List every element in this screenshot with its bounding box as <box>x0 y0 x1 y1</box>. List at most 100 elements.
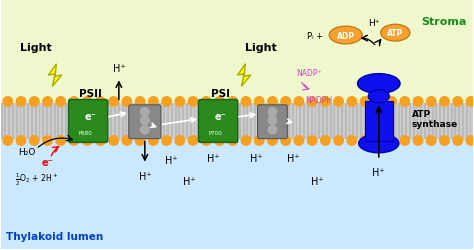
Circle shape <box>69 97 79 107</box>
Bar <box>182 104 184 139</box>
Text: Thylakoid lumen: Thylakoid lumen <box>6 231 104 241</box>
Bar <box>303 104 305 139</box>
Bar <box>133 104 135 139</box>
Bar <box>462 104 464 139</box>
Bar <box>296 104 298 139</box>
Text: Stroma: Stroma <box>421 17 466 27</box>
Circle shape <box>320 136 330 146</box>
Text: P700: P700 <box>209 130 223 135</box>
Text: H⁺: H⁺ <box>368 19 380 28</box>
Bar <box>141 104 143 139</box>
Bar <box>394 104 396 139</box>
Bar <box>107 104 109 139</box>
Bar <box>405 104 407 139</box>
Text: H⁺: H⁺ <box>311 176 324 186</box>
Bar <box>163 104 165 139</box>
Bar <box>333 104 335 139</box>
Circle shape <box>413 97 423 107</box>
Circle shape <box>268 126 277 134</box>
Circle shape <box>347 136 356 146</box>
Circle shape <box>281 97 291 107</box>
Circle shape <box>141 126 149 134</box>
Ellipse shape <box>329 27 362 45</box>
Text: Pᵢ +: Pᵢ + <box>307 32 323 40</box>
Bar <box>88 104 90 139</box>
Text: H⁺: H⁺ <box>373 167 385 177</box>
Bar <box>364 104 365 139</box>
Bar <box>137 104 139 139</box>
Bar <box>443 104 445 139</box>
Bar <box>371 104 373 139</box>
Bar <box>315 104 317 139</box>
Bar <box>91 104 93 139</box>
Bar <box>103 104 105 139</box>
Bar <box>428 104 430 139</box>
Bar <box>417 104 419 139</box>
Circle shape <box>387 97 396 107</box>
Bar <box>8 104 10 139</box>
Circle shape <box>334 97 343 107</box>
Bar <box>281 104 283 139</box>
Circle shape <box>427 97 436 107</box>
Text: H⁺: H⁺ <box>138 171 151 181</box>
Bar <box>413 104 415 139</box>
Text: H⁺: H⁺ <box>164 155 177 165</box>
Circle shape <box>360 97 370 107</box>
Bar <box>447 104 449 139</box>
Circle shape <box>215 136 224 146</box>
Circle shape <box>162 136 171 146</box>
Circle shape <box>16 97 26 107</box>
Bar <box>50 104 52 139</box>
FancyBboxPatch shape <box>69 100 108 143</box>
Bar <box>337 104 339 139</box>
Circle shape <box>360 136 370 146</box>
Circle shape <box>440 97 449 107</box>
Bar <box>455 104 456 139</box>
Bar <box>250 104 252 139</box>
Bar <box>246 104 248 139</box>
Bar <box>345 104 346 139</box>
Bar <box>42 104 44 139</box>
Bar <box>367 104 369 139</box>
Bar <box>54 104 55 139</box>
Circle shape <box>188 136 198 146</box>
Bar <box>409 104 411 139</box>
Bar <box>341 104 343 139</box>
Bar <box>329 104 331 139</box>
Bar <box>231 104 233 139</box>
Circle shape <box>56 136 65 146</box>
Bar <box>365 102 393 141</box>
Circle shape <box>201 97 211 107</box>
Bar <box>76 104 78 139</box>
Circle shape <box>122 136 132 146</box>
Circle shape <box>215 97 224 107</box>
Bar <box>318 104 320 139</box>
Circle shape <box>201 136 211 146</box>
Circle shape <box>453 97 463 107</box>
Text: Light: Light <box>245 42 276 52</box>
Bar <box>80 104 82 139</box>
Circle shape <box>308 97 317 107</box>
Bar <box>352 104 354 139</box>
Circle shape <box>162 97 171 107</box>
Bar <box>466 104 468 139</box>
Circle shape <box>268 97 277 107</box>
Bar <box>243 104 245 139</box>
Bar <box>322 104 324 139</box>
Text: ATP
synthase: ATP synthase <box>412 110 458 129</box>
Circle shape <box>255 97 264 107</box>
Bar <box>439 104 441 139</box>
Bar <box>375 104 377 139</box>
Text: e⁻: e⁻ <box>85 112 96 122</box>
Text: $\frac{1}{2}$O$_2$ + 2H$^+$: $\frac{1}{2}$O$_2$ + 2H$^+$ <box>15 171 58 187</box>
Bar <box>19 104 21 139</box>
Bar <box>228 104 229 139</box>
Bar <box>254 104 256 139</box>
Bar <box>145 104 146 139</box>
Bar <box>436 104 438 139</box>
Bar <box>386 104 388 139</box>
Circle shape <box>334 136 343 146</box>
Bar <box>383 104 384 139</box>
Circle shape <box>82 97 92 107</box>
Circle shape <box>175 136 184 146</box>
